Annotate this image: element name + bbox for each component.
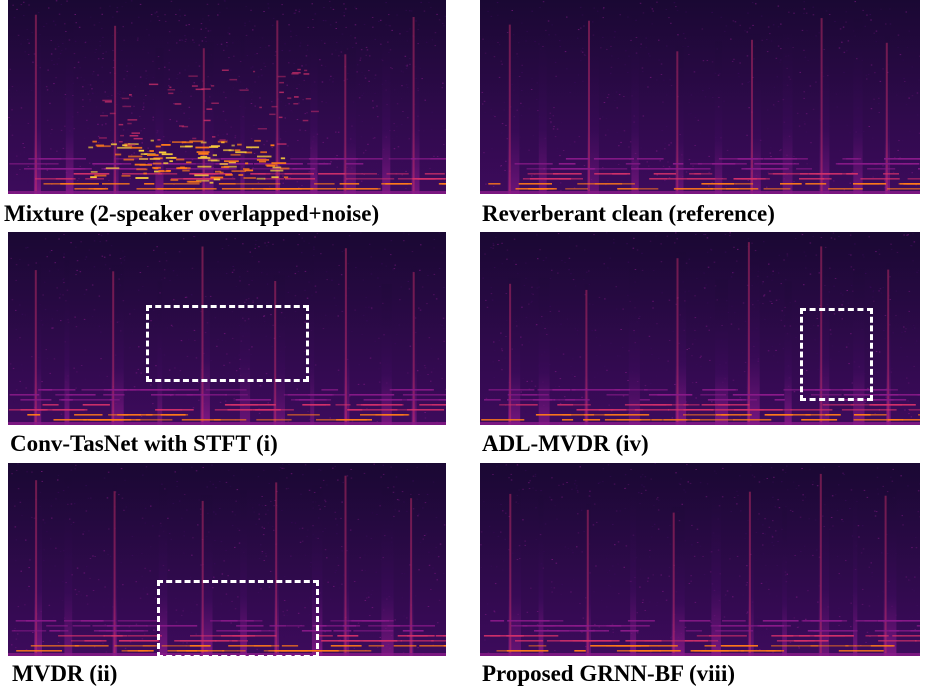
spectrogram-image	[480, 463, 920, 656]
spectrogram-mvdr	[8, 463, 446, 656]
spectrogram-mixture	[8, 0, 446, 194]
caption-adlmvdr: ADL-MVDR (iv)	[482, 431, 649, 456]
caption-grnnbf: Proposed GRNN-BF (viii)	[482, 661, 735, 686]
spectrogram-grnnbf	[480, 463, 920, 656]
spectrogram-reference	[480, 0, 920, 194]
spectrogram-image	[480, 232, 920, 425]
spectrogram-image	[8, 0, 446, 194]
highlight-box-convtasnet	[146, 305, 309, 382]
highlight-box-mvdr	[157, 580, 319, 658]
spectrogram-image	[480, 0, 920, 194]
spectrogram-image	[8, 232, 446, 425]
highlight-box-adlmvdr	[800, 308, 873, 401]
caption-reference: Reverberant clean (reference)	[482, 201, 775, 226]
caption-convtasnet: Conv-TasNet with STFT (i)	[10, 431, 278, 456]
caption-mvdr: MVDR (ii)	[12, 661, 118, 686]
caption-mixture: Mixture (2-speaker overlapped+noise)	[4, 201, 380, 226]
spectrogram-convtasnet	[8, 232, 446, 425]
spectrogram-image	[8, 463, 446, 656]
spectrogram-adlmvdr	[480, 232, 920, 425]
